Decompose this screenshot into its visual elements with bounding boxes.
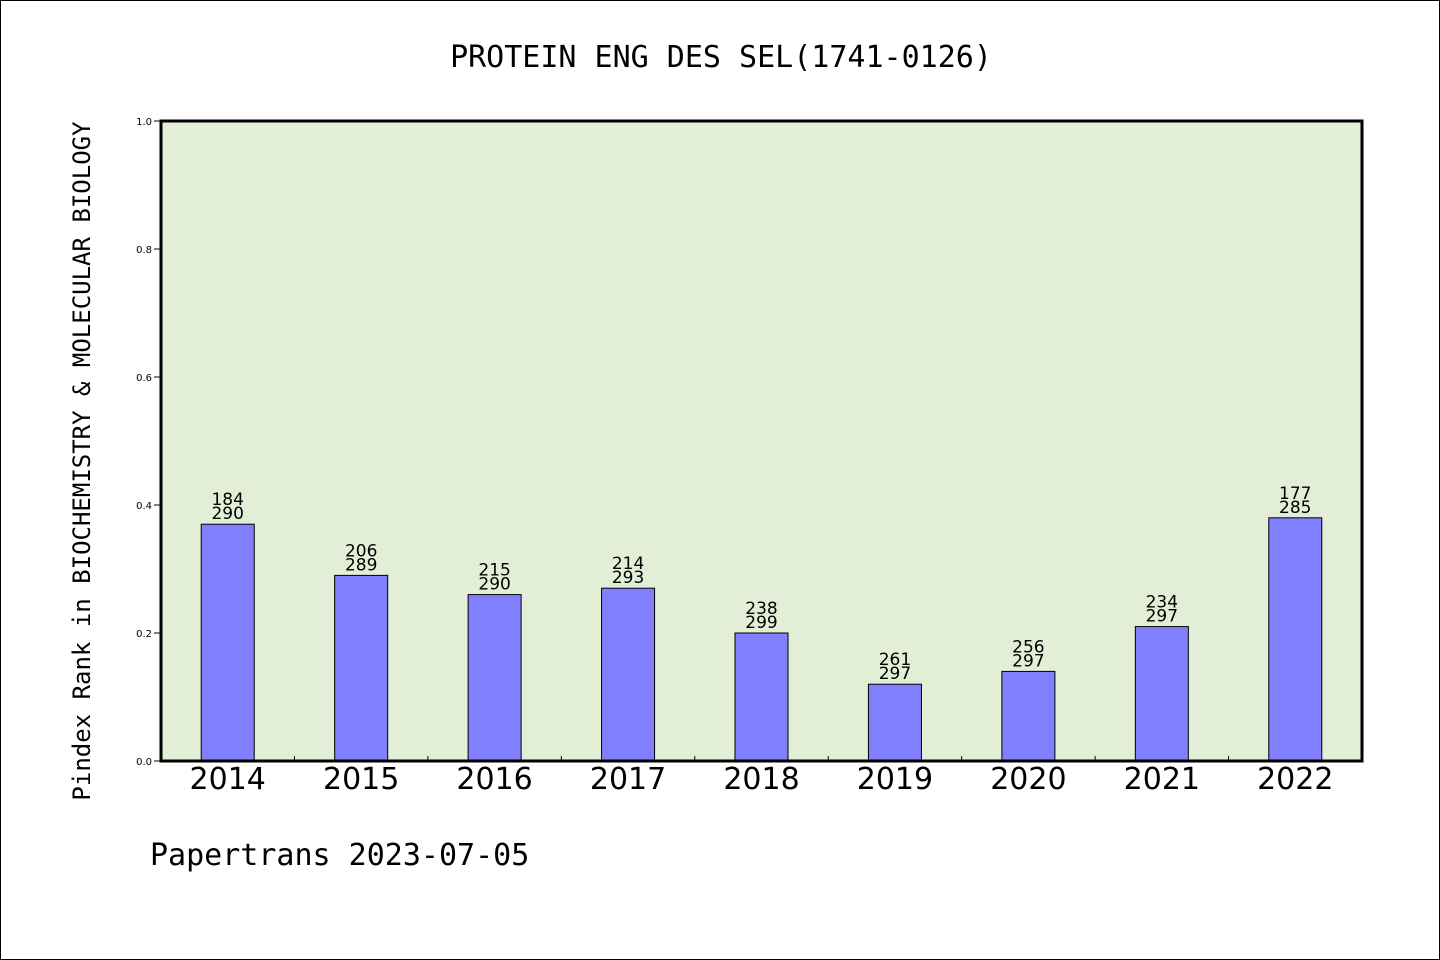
bar — [734, 632, 789, 762]
bar-total-label: 285 — [1279, 498, 1311, 518]
bar-total-label: 297 — [1012, 651, 1044, 671]
bar-total-label: 290 — [211, 504, 243, 524]
bar — [601, 587, 656, 762]
chart-title: PROTEIN ENG DES SEL(1741-0126) — [450, 40, 992, 75]
plot-frame — [159, 119, 1364, 763]
y-tick-label: 0.0 — [136, 757, 152, 768]
y-tick-label: 0.2 — [136, 629, 152, 640]
x-tick-label: 2020 — [990, 762, 1066, 797]
x-tick-label: 2018 — [723, 762, 799, 797]
y-axis-label: Pindex Rank in BIOCHEMISTRY & MOLECULAR … — [68, 121, 96, 801]
bar-rank-label: 261 — [879, 650, 911, 670]
y-tick-label: 0.6 — [136, 373, 152, 384]
x-tick-label: 2017 — [590, 762, 666, 797]
x-tick-label: 2019 — [857, 762, 933, 797]
x-tick-label: 2021 — [1124, 762, 1200, 797]
x-tick-label: 2015 — [323, 762, 399, 797]
x-tick-label: 2022 — [1257, 762, 1333, 797]
bar — [334, 574, 389, 762]
bar-rank-label: 177 — [1279, 484, 1311, 504]
y-tick-label: 0.8 — [136, 245, 152, 256]
x-axis-ticks: 2014 2015 2016 2017 2018 2019 2020 2021 2022 — [190, 756, 1333, 797]
bar-total-label: 297 — [879, 664, 911, 684]
bar — [867, 683, 922, 762]
bar-rank-label: 214 — [612, 554, 644, 574]
bar-rank-label: 238 — [745, 599, 777, 619]
y-tick-label: 1.0 — [136, 117, 152, 128]
bar-series — [200, 517, 1323, 762]
y-tick-label: 0.4 — [136, 501, 152, 512]
x-tick-label: 2016 — [456, 762, 532, 797]
y-axis-ticks: 0.0 0.2 0.4 0.6 0.8 1.0 — [136, 117, 161, 768]
bar-rank-label: 215 — [478, 561, 510, 581]
bar-rank-label: 206 — [345, 541, 377, 561]
bar-rank-label: 234 — [1146, 593, 1178, 613]
bar — [1268, 517, 1323, 762]
bar-total-label: 293 — [612, 568, 644, 588]
bar-rank-label: 184 — [211, 490, 243, 510]
bar-total-label: 289 — [345, 555, 377, 575]
footer-watermark: Papertrans 2023-07-05 — [150, 838, 529, 873]
bar-total-label: 299 — [745, 613, 777, 633]
bar-rank-label: 256 — [1012, 637, 1044, 657]
bar — [467, 594, 522, 762]
bar-total-label: 297 — [1146, 607, 1178, 627]
bar-total-label: 290 — [478, 575, 510, 595]
x-tick-label: 2014 — [190, 762, 266, 797]
bar — [200, 523, 255, 762]
bar — [1001, 670, 1056, 762]
bar — [1134, 626, 1189, 762]
